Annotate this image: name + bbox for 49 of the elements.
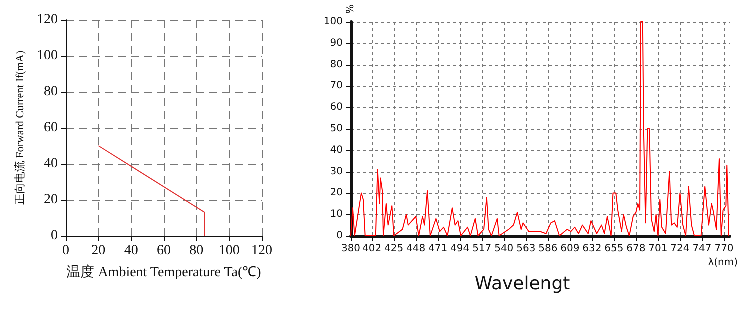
x-tick-label: 0 — [62, 244, 70, 258]
x-tick-label: 60 — [157, 244, 171, 258]
y-tick-label: 90 — [330, 38, 343, 49]
y-tick-label: 0 — [51, 228, 58, 244]
y-tick-label: 20 — [330, 188, 343, 199]
x-tick-label: 425 — [384, 244, 404, 254]
x-tick-label: 380 — [341, 244, 361, 254]
x-axis-title: 温度 Ambient Temperature Ta(℃) — [66, 264, 262, 280]
x-tick-label: 494 — [450, 244, 470, 254]
x-tick-label: 586 — [538, 244, 558, 254]
x-tick-label: 678 — [626, 244, 646, 254]
x-tick-label: 471 — [428, 244, 448, 254]
text: Wavelengt — [474, 274, 570, 294]
x-tick-label: 747 — [692, 244, 712, 254]
x-tick-label: 655 — [604, 244, 624, 254]
line-series — [350, 22, 730, 236]
y-axis-title: % — [346, 4, 356, 14]
y-tick-label: 100 — [37, 48, 58, 64]
x-tick-label: 701 — [648, 244, 668, 254]
y-tick-label: 60 — [44, 120, 58, 136]
x-tick-label: 20 — [92, 244, 106, 258]
y-tick-label: 80 — [44, 84, 58, 100]
y-tick-label: 30 — [330, 166, 343, 178]
x-tick-label: 563 — [516, 244, 536, 254]
x-tick-label: 609 — [560, 244, 580, 254]
y-tick-label: 40 — [44, 156, 58, 172]
y-tick-label: 40 — [330, 144, 343, 156]
x-tick-label: 540 — [494, 244, 514, 254]
y-tick-label: 50 — [330, 124, 343, 134]
x-tick-label: 724 — [670, 244, 690, 254]
y-tick-label: 20 — [44, 192, 58, 208]
y-tick-label: 80 — [330, 59, 343, 70]
x-tick-label: 448 — [406, 244, 426, 254]
x-tick-label: 402 — [362, 244, 382, 254]
x-tick-label: 770 — [714, 244, 734, 254]
x-tick-label: 100 — [218, 244, 240, 258]
y-tick-label: 100 — [324, 16, 343, 28]
x-tick-label: 80 — [190, 244, 204, 258]
y-tick-label: 120 — [37, 12, 58, 28]
y-tick-label: 10 — [330, 209, 343, 220]
y-tick-label: 60 — [330, 102, 343, 114]
x-tick-label: 632 — [582, 244, 602, 254]
y-axis-title: 正向电流 Forward Current If(mA) — [14, 50, 26, 206]
y-tick-label: 70 — [330, 80, 343, 92]
x-tick-label: 40 — [124, 244, 138, 258]
y-tick-label: 0 — [336, 230, 343, 242]
x-axis-title: λ(nm) — [708, 258, 738, 268]
x-tick-label: 517 — [472, 244, 492, 254]
x-tick-label: 120 — [252, 244, 272, 258]
